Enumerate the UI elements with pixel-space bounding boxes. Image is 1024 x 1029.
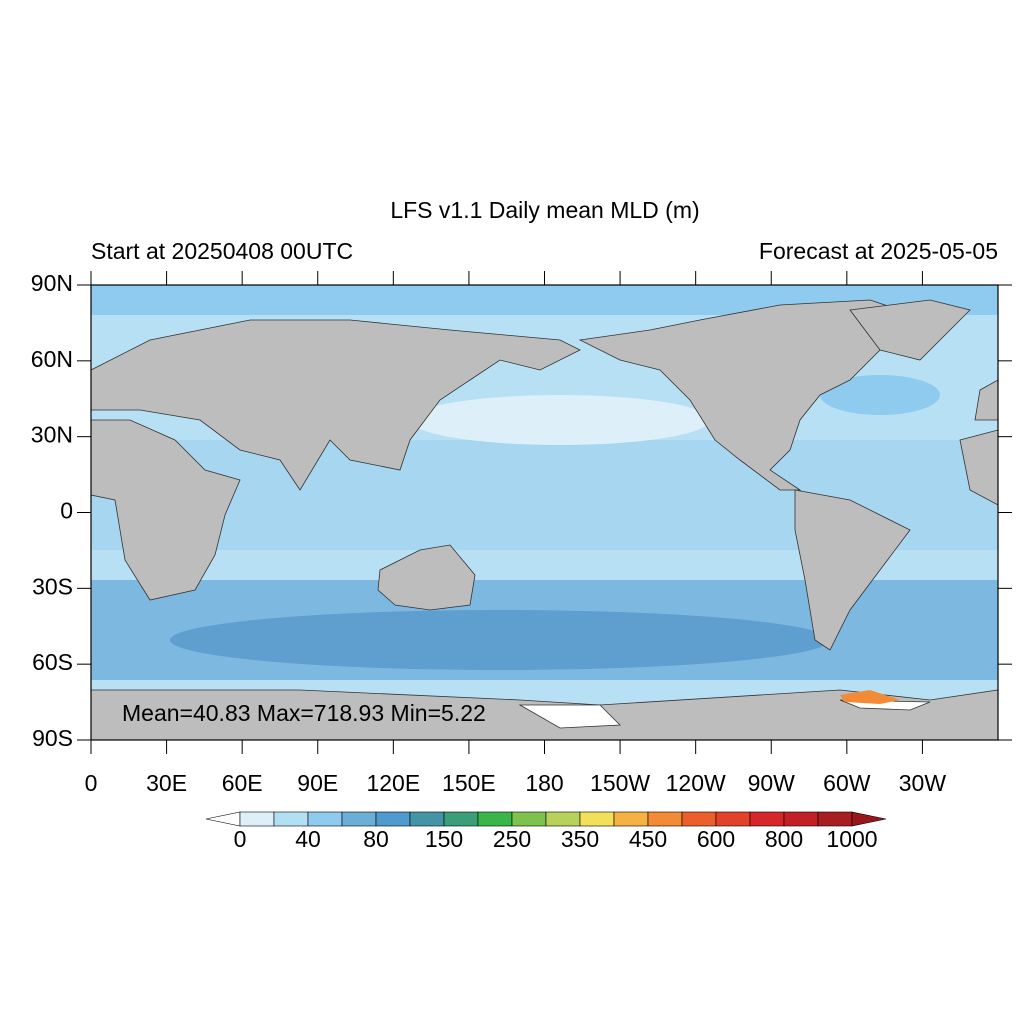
colorbar-box (715, 811, 751, 827)
colorbar-label: 150 (425, 826, 463, 852)
colorbar-label: 250 (493, 826, 531, 852)
x-tick-label: 90W (748, 770, 796, 796)
colorbar-box (341, 811, 377, 827)
colorbar-box (409, 811, 445, 827)
land (90, 299, 999, 741)
x-tick-label: 60W (823, 770, 871, 796)
colorbar-box (273, 811, 309, 827)
colorbar-box (783, 811, 819, 827)
colorbar-label: 1000 (826, 826, 877, 852)
x-tick-label: 150E (442, 770, 496, 796)
x-tick-label: 120W (666, 770, 726, 796)
x-tick-label: 0 (85, 770, 98, 796)
axes: 0 30E 60E 90E 120E 150E 180 150W 120W 90W 60W 30W 90… (31, 270, 1012, 796)
y-tick-label: 60S (32, 649, 73, 675)
colorbar-box (647, 811, 683, 827)
y-tick-label: 60N (31, 346, 73, 372)
x-tick-label: 120E (366, 770, 420, 796)
colorbar-box (749, 811, 785, 827)
colorbar-box (511, 811, 547, 827)
x-tick-label: 30W (899, 770, 947, 796)
y-tick-label: 90N (31, 270, 73, 296)
x-tick-label: 180 (525, 770, 563, 796)
colorbar-label: 600 (697, 826, 735, 852)
colorbar-box (579, 811, 615, 827)
colorbar-over (851, 811, 887, 827)
subtitle-left: Start at 20250408 00UTC (91, 238, 353, 264)
colorbar-box (477, 811, 513, 827)
colorbar-box (613, 811, 649, 827)
colorbar-label: 350 (561, 826, 599, 852)
colorbar-box (443, 811, 479, 827)
colorbar-box (239, 811, 275, 827)
colorbar-label: 80 (363, 826, 389, 852)
colorbar-box (307, 811, 343, 827)
subtitle-right: Forecast at 2025-05-05 (759, 238, 998, 264)
colorbar-box (375, 811, 411, 827)
x-tick-label: 150W (590, 770, 650, 796)
y-tick-label: 30N (31, 422, 73, 448)
colorbar-label: 0 (234, 826, 247, 852)
colorbar-box (681, 811, 717, 827)
title: LFS v1.1 Daily mean MLD (m) (390, 197, 699, 223)
x-tick-label: 60E (222, 770, 263, 796)
y-tick-label: 0 (60, 498, 73, 524)
colorbar: 0 40 80 150 250 350 450 600 800 1000 (205, 811, 887, 852)
colorbar-label: 40 (295, 826, 321, 852)
colorbar-label: 800 (765, 826, 803, 852)
colorbar-box (817, 811, 853, 827)
colorbar-label: 450 (629, 826, 667, 852)
x-tick-label: 30E (146, 770, 187, 796)
x-tick-label: 90E (297, 770, 338, 796)
colorbar-under (205, 811, 241, 827)
y-tick-label: 90S (32, 725, 73, 751)
stats-annotation: Mean=40.83 Max=718.93 Min=5.22 (122, 700, 486, 726)
y-tick-label: 30S (32, 573, 73, 599)
colorbar-box (545, 811, 581, 827)
